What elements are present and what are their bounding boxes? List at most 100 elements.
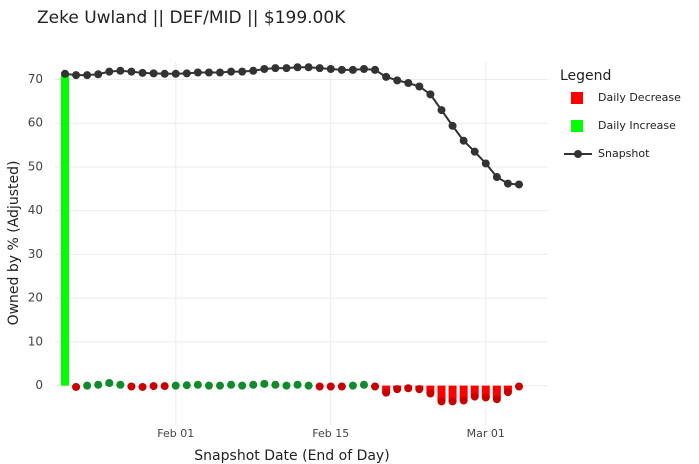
bar-point — [94, 380, 103, 389]
line-point — [216, 68, 225, 77]
y-tick-label: 70 — [28, 72, 43, 86]
bar-point — [260, 379, 269, 388]
line-point — [293, 63, 302, 72]
y-tick-label: 30 — [28, 247, 43, 261]
line-point — [503, 179, 512, 188]
bar-point — [315, 382, 324, 391]
chart-title: Zeke Uwland || DEF/MID || $199.00K — [37, 8, 346, 28]
bar-point — [393, 385, 402, 394]
bar-point — [404, 384, 413, 393]
bar-point — [415, 385, 424, 394]
bar-point — [193, 380, 202, 389]
bar-point — [470, 392, 479, 401]
bar-point — [481, 393, 490, 402]
line-point — [182, 69, 191, 78]
bar — [437, 385, 446, 402]
bar-point — [271, 380, 280, 389]
y-tick-label: 0 — [35, 378, 43, 392]
bar-point — [138, 382, 147, 391]
line-point — [138, 68, 147, 77]
legend-swatch — [571, 92, 583, 104]
bar-point — [426, 389, 435, 398]
y-tick-label: 50 — [28, 159, 43, 173]
legend-swatch — [571, 120, 583, 132]
bar-point — [105, 379, 114, 388]
line-point — [515, 180, 523, 189]
x-tick-label: Mar 01 — [467, 427, 505, 440]
bar-point — [171, 381, 180, 390]
bar-point — [282, 381, 291, 390]
line-point — [459, 136, 468, 145]
legend-label: Snapshot — [598, 147, 650, 160]
line-point — [171, 69, 180, 78]
line-point — [337, 65, 346, 74]
line-point — [492, 173, 501, 182]
line-point — [204, 68, 213, 77]
line-point — [160, 69, 169, 78]
bar-point — [160, 382, 169, 391]
line-point — [359, 64, 368, 73]
line-point — [470, 147, 479, 156]
bar-point — [326, 382, 335, 391]
bar-point — [304, 381, 313, 390]
bar — [61, 73, 69, 386]
bar-point — [492, 395, 501, 404]
line-point — [481, 159, 490, 168]
line-point — [426, 90, 435, 99]
line-point — [415, 82, 424, 91]
bar-point — [116, 380, 125, 389]
bar-point — [72, 382, 81, 391]
line-point — [282, 64, 291, 73]
line-point — [238, 67, 247, 76]
bar-point — [359, 380, 368, 389]
line-point — [326, 64, 335, 73]
bar-point — [127, 382, 136, 391]
y-tick-label: 10 — [28, 334, 43, 348]
bar-point — [503, 388, 512, 397]
bar-point — [382, 388, 391, 397]
line-point — [315, 64, 324, 73]
bar-point — [515, 382, 523, 391]
bar-point — [293, 380, 302, 389]
bar-point — [459, 396, 468, 405]
bar-point — [227, 380, 236, 389]
line-point — [371, 65, 380, 74]
bar-point — [182, 381, 191, 390]
bar-point — [249, 380, 258, 389]
legend-swatch — [574, 150, 582, 158]
line-point — [249, 66, 258, 75]
y-tick-label: 60 — [28, 116, 43, 130]
line-point — [94, 70, 103, 79]
legend-label: Daily Decrease — [598, 91, 681, 104]
line-point — [61, 69, 69, 78]
line-point — [227, 67, 236, 76]
bar — [470, 385, 479, 397]
line-point — [127, 67, 136, 76]
line-point — [193, 68, 202, 77]
bar — [481, 385, 490, 398]
bar-point — [348, 381, 357, 390]
line-point — [83, 71, 92, 80]
line-point — [437, 106, 446, 115]
y-tick-label: 20 — [28, 291, 43, 305]
legend-label: Daily Increase — [598, 119, 676, 132]
x-tick-label: Feb 01 — [157, 427, 194, 440]
line-point — [260, 64, 269, 73]
bar-point — [149, 382, 158, 391]
x-tick-label: Feb 15 — [312, 427, 349, 440]
bar — [448, 385, 457, 402]
line-point — [116, 66, 125, 75]
bar-point — [337, 382, 346, 391]
line-point — [271, 64, 280, 73]
line-point — [393, 76, 402, 85]
y-tick-label: 40 — [28, 203, 43, 217]
line-point — [304, 63, 313, 72]
bar — [459, 385, 468, 401]
line-point — [72, 71, 81, 80]
line-point — [105, 67, 114, 76]
bar-point — [437, 397, 446, 406]
line-point — [348, 65, 357, 74]
line-point — [382, 72, 391, 81]
bar-point — [448, 397, 457, 406]
